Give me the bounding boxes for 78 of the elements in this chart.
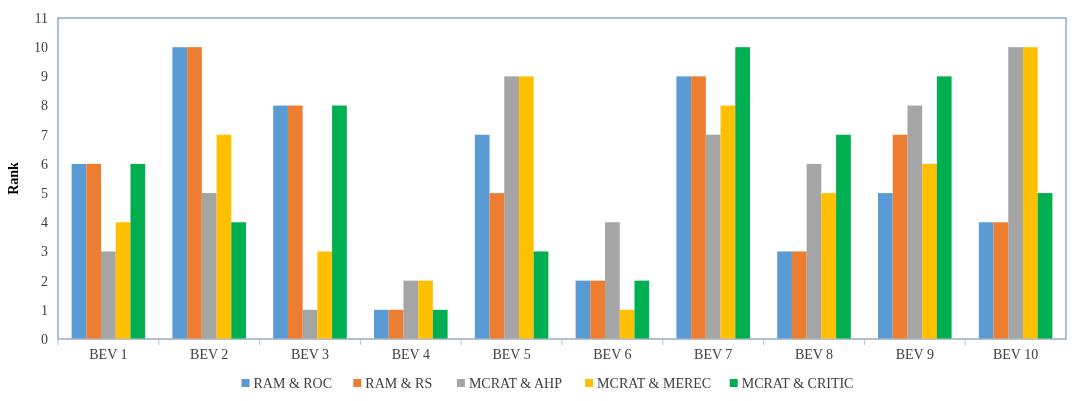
bar	[115, 222, 131, 339]
bar	[533, 251, 549, 339]
bar	[922, 163, 937, 339]
bar	[676, 76, 692, 339]
bar	[216, 134, 232, 339]
bar	[432, 309, 448, 339]
bar	[1022, 47, 1038, 339]
bar	[231, 222, 246, 339]
bar	[86, 163, 102, 339]
y-axis-title: Rank	[6, 161, 21, 195]
bar	[172, 47, 188, 339]
bar	[705, 134, 721, 339]
bar	[619, 309, 635, 339]
bar	[936, 76, 952, 339]
y-tick-label: 8	[41, 98, 48, 114]
legend-label: MCRAT & MEREC	[597, 376, 712, 391]
legend-label: RAM & ROC	[253, 376, 333, 391]
bar	[836, 134, 851, 339]
y-tick-label: 11	[34, 10, 48, 26]
bar	[302, 309, 318, 339]
y-tick-label: 5	[41, 185, 48, 201]
bar	[791, 251, 807, 339]
bar	[187, 47, 202, 339]
legend-label: MCRAT & AHP	[468, 376, 563, 391]
bar	[634, 280, 650, 339]
bar	[691, 76, 706, 339]
legend-label: RAM & RS	[365, 376, 433, 391]
x-tick-label: BEV 7	[694, 347, 733, 362]
bar	[287, 105, 303, 339]
bar	[388, 309, 404, 339]
bar	[130, 163, 146, 339]
y-tick-label: 3	[41, 244, 48, 260]
y-tick-label: 4	[41, 215, 48, 231]
bar	[878, 193, 893, 339]
bar	[892, 134, 908, 339]
bar	[575, 280, 591, 339]
y-tick-label: 6	[41, 156, 48, 172]
x-tick-label: BEV 2	[190, 347, 229, 362]
x-tick-label: BEV 1	[89, 347, 128, 362]
bar	[317, 251, 333, 339]
bar	[735, 47, 750, 339]
bar	[374, 309, 389, 339]
bar	[489, 193, 505, 339]
y-tick-label: 7	[41, 127, 48, 143]
x-tick-label: BEV 8	[794, 347, 834, 362]
bar	[418, 280, 433, 339]
bar	[403, 280, 419, 339]
bar	[1008, 47, 1023, 339]
y-tick-label: 10	[34, 40, 48, 56]
x-tick-label: BEV 10	[992, 347, 1039, 362]
bar	[1037, 193, 1053, 339]
x-tick-label: BEV 9	[895, 347, 934, 362]
y-tick-label: 0	[41, 331, 48, 347]
bar	[978, 222, 994, 339]
y-tick-label: 2	[41, 273, 48, 289]
bar	[720, 105, 736, 339]
x-tick-label: BEV 6	[593, 347, 632, 362]
bar	[474, 134, 490, 339]
x-tick-label: BEV 3	[290, 347, 330, 362]
bar	[201, 193, 217, 339]
legend-label: MCRAT & CRITIC	[741, 376, 854, 391]
bar	[806, 163, 822, 339]
bar	[518, 76, 534, 339]
y-tick-label: 9	[41, 69, 48, 85]
y-tick-label: 1	[41, 302, 48, 318]
bar	[821, 193, 837, 339]
bar	[504, 76, 519, 339]
bar	[332, 105, 347, 339]
bar	[605, 222, 620, 339]
bar	[273, 105, 288, 339]
bar	[777, 251, 792, 339]
x-tick-label: BEV 5	[492, 347, 531, 362]
x-tick-label: BEV 4	[391, 347, 430, 362]
bar	[993, 222, 1009, 339]
bar	[71, 163, 87, 339]
bar	[907, 105, 923, 339]
bar	[590, 280, 606, 339]
bar	[101, 251, 116, 339]
